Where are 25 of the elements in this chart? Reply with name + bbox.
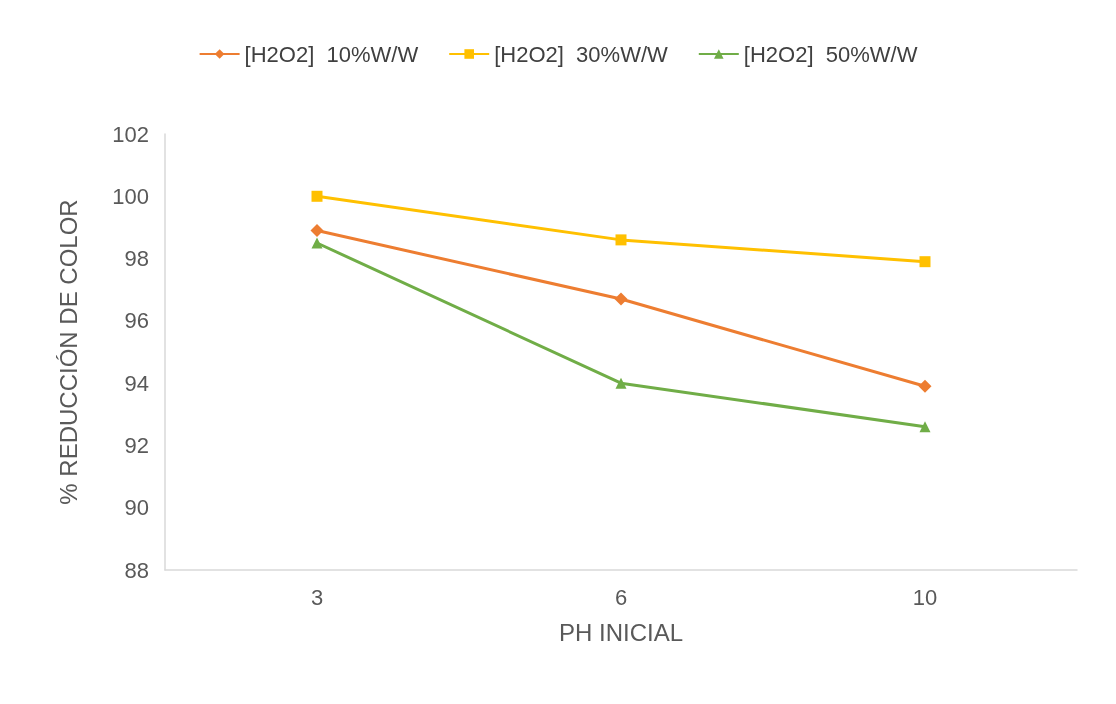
y-tick-label: 90 [124,495,149,521]
legend-label: [H2O2] 30%W/W [494,41,669,67]
point [311,190,323,202]
x-tick-label: 3 [310,584,324,610]
y-tick-label: 96 [124,308,149,334]
legend-label: [H2O2] 10%W/W [244,41,419,67]
point [614,292,628,306]
point [918,379,932,393]
point [615,234,627,246]
y-axis-title: % REDUCCIÓN DE COLOR [54,199,82,505]
point [919,421,931,433]
y-tick-label: 94 [124,370,149,396]
point [310,224,324,238]
point [311,237,323,249]
legend-label: [H2O2] 50%W/W [743,41,918,67]
point [615,377,627,389]
y-tick-label: 88 [124,557,149,583]
y-tick-label: 98 [124,246,149,272]
point [919,256,931,268]
x-tick-label: 10 [912,584,938,610]
y-tick-label: 92 [124,432,149,458]
y-tick-label: 102 [112,121,149,147]
x-axis-title: PH INICIAL [558,618,684,646]
y-tick-label: 100 [112,183,149,209]
x-tick-label: 6 [614,584,628,610]
